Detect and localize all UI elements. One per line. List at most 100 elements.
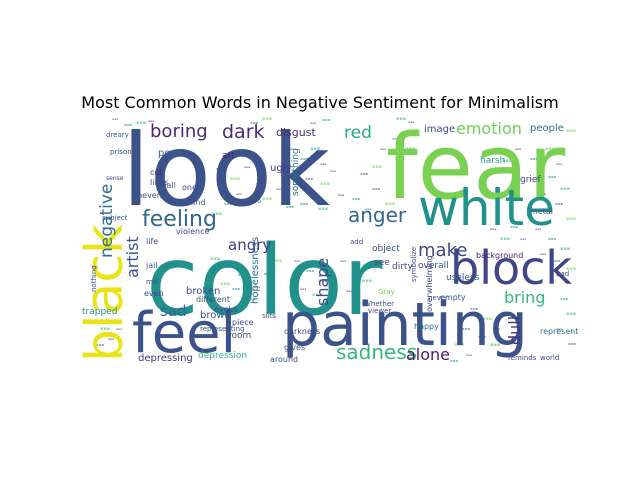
wordcloud-filler-speck: ▪▪▪ <box>494 327 500 331</box>
word-angry: angry <box>228 236 271 254</box>
wordcloud-filler-speck: ▪▪▪ <box>224 265 230 269</box>
word-reminds: reminds <box>508 354 537 362</box>
wordcloud-filler-speck: ▪▪▪ <box>482 316 492 322</box>
word-art: art <box>222 151 235 161</box>
wordcloud-filler-speck: ▪▪▪ <box>318 278 328 284</box>
wordcloud-filler-speck: ▪▪▪ <box>566 266 576 272</box>
wordcloud-filler-speck: ▪▪▪ <box>238 272 246 277</box>
wordcloud-filler-speck: ▪▪▪ <box>318 206 328 212</box>
wordcloud-filler-speck: ▪▪▪ <box>116 327 122 331</box>
wordcloud-filler-speck: ▪▪▪ <box>555 201 563 206</box>
word-ugly: ugly <box>270 163 291 174</box>
wordcloud-filler-speck: ▪▪▪ <box>230 176 240 182</box>
wordcloud-filler-speck: ▪▪▪ <box>408 120 414 124</box>
wordcloud-filler-speck: ▪▪▪ <box>224 201 232 206</box>
word-bring: bring <box>504 288 545 307</box>
wordcloud-filler-speck: ▪▪▪ <box>566 216 576 222</box>
wordcloud-filler-speck: ▪▪▪ <box>560 246 570 252</box>
wordcloud-filler-speck: ▪▪▪ <box>320 162 326 166</box>
word-add: add <box>350 238 363 246</box>
wordcloud-filler-speck: ▪▪▪ <box>136 120 146 126</box>
word-different: different <box>196 295 230 304</box>
word-happy: happy <box>414 322 439 331</box>
word-depressing: depressing <box>138 353 193 364</box>
word-never: never <box>428 294 448 302</box>
wordcloud-filler-speck: ▪▪▪ <box>560 186 570 192</box>
wordcloud-filler-speck: ▪▪▪ <box>360 171 368 176</box>
wordcloud-filler-speck: ▪▪▪ <box>148 119 154 123</box>
wordcloud-filler-speck: ▪▪▪ <box>395 157 401 161</box>
word-image: image <box>424 124 455 135</box>
wordcloud-filler-speck: ▪▪▪ <box>392 136 400 141</box>
word-gray: Gray <box>378 288 395 296</box>
word-artist: artist <box>123 236 142 278</box>
word-wall: wall <box>160 181 176 190</box>
wordcloud-filler-speck: ▪▪▪ <box>352 196 360 201</box>
wordcloud-filler-speck: ▪▪▪ <box>262 196 272 202</box>
wordcloud-filler-speck: ▪▪▪ <box>262 116 272 122</box>
word-prison: prison <box>110 148 132 156</box>
wordcloud-filler-speck: ▪▪▪ <box>530 156 538 161</box>
word-cloud-background <box>80 118 576 364</box>
wordcloud-filler-speck: ▪▪▪ <box>540 252 546 256</box>
wordcloud-filler-speck: ▪▪▪ <box>338 193 344 197</box>
word-dull: dull <box>505 316 524 345</box>
word-mill: mill <box>146 278 159 286</box>
wordcloud-filler-speck: ▪▪▪ <box>556 327 562 331</box>
wordcloud-filler-speck: ▪▪▪ <box>264 271 272 276</box>
wordcloud-filler-speck: ▪▪▪ <box>346 289 352 293</box>
wordcloud-filler-speck: ▪▪▪ <box>470 306 478 311</box>
word-room: room <box>228 331 251 341</box>
wordcloud-filler-speck: ▪▪▪ <box>396 116 406 122</box>
word-object: object <box>372 244 400 254</box>
wordcloud-filler-speck: ▪▪▪ <box>568 341 576 346</box>
wordcloud-filler-speck: ▪▪▪ <box>100 326 110 332</box>
word-dark: dark <box>222 121 265 143</box>
wordcloud-filler-speck: ▪▪▪ <box>96 342 104 347</box>
wordcloud-filler-speck: ▪▪▪ <box>246 296 256 302</box>
wordcloud-filler-speck: ▪▪▪ <box>310 146 320 152</box>
wordcloud-filler-speck: ▪▪▪ <box>372 164 382 170</box>
word-viewer: viewer <box>368 307 391 315</box>
word-dreary: dreary <box>106 131 129 139</box>
wordcloud-filler-speck: ▪▪▪ <box>312 292 322 298</box>
wordcloud-filler-speck: ▪▪▪ <box>250 120 258 125</box>
word-white: white <box>418 179 555 237</box>
word-two: two <box>250 198 261 205</box>
word-sad: sad <box>160 302 187 320</box>
wordcloud-filler-speck: ▪▪▪ <box>545 146 555 152</box>
word-nothing: nothing <box>90 265 98 292</box>
wordcloud-filler-speck: ▪▪▪ <box>236 192 242 196</box>
word-slits: slits <box>262 312 276 320</box>
wordcloud-filler-speck: ▪▪▪ <box>272 258 282 264</box>
wordcloud-filler-speck: ▪▪▪ <box>254 285 260 289</box>
word-feeling: feeling <box>142 207 217 232</box>
wordcloud-filler-speck: ▪▪▪ <box>548 236 556 241</box>
word-sadness: sadness <box>336 340 417 364</box>
wordcloud-filler-speck: ▪▪▪ <box>112 117 118 121</box>
word-alone: alone <box>406 345 450 364</box>
wordcloud-filler-speck: ▪▪▪ <box>462 326 470 331</box>
wordcloud-filler-speck: ▪▪▪ <box>310 121 316 125</box>
word-violence: violence <box>176 227 209 236</box>
word-represent: represent <box>540 327 578 336</box>
wordcloud-filler-speck: ▪▪▪ <box>466 353 472 357</box>
wordcloud-filler-speck: ▪▪▪ <box>306 268 314 273</box>
word-color: color <box>146 225 383 337</box>
word-around: around <box>270 355 298 364</box>
wordcloud-filler-speck: ▪▪▪ <box>540 192 546 196</box>
word-make: make <box>418 240 467 261</box>
word-darkness: darkness <box>284 327 320 336</box>
word-look: look <box>122 112 330 229</box>
wordcloud-filler-speck: ▪▪▪ <box>124 122 132 127</box>
word-jail: jail <box>145 261 158 270</box>
word-see: see <box>374 258 390 268</box>
wordcloud-filler-speck: ▪▪▪ <box>305 176 313 181</box>
word-poor: poor <box>158 148 182 159</box>
wordcloud-filler-speck: ▪▪▪ <box>478 334 486 339</box>
wordcloud-filler-speck: ▪▪▪ <box>290 147 296 151</box>
wordcloud-filler-speck: ▪▪▪ <box>520 237 526 241</box>
word-disgust: disgust <box>276 126 316 139</box>
word-subject: subject <box>102 214 128 222</box>
word-representing: representing <box>200 325 244 333</box>
